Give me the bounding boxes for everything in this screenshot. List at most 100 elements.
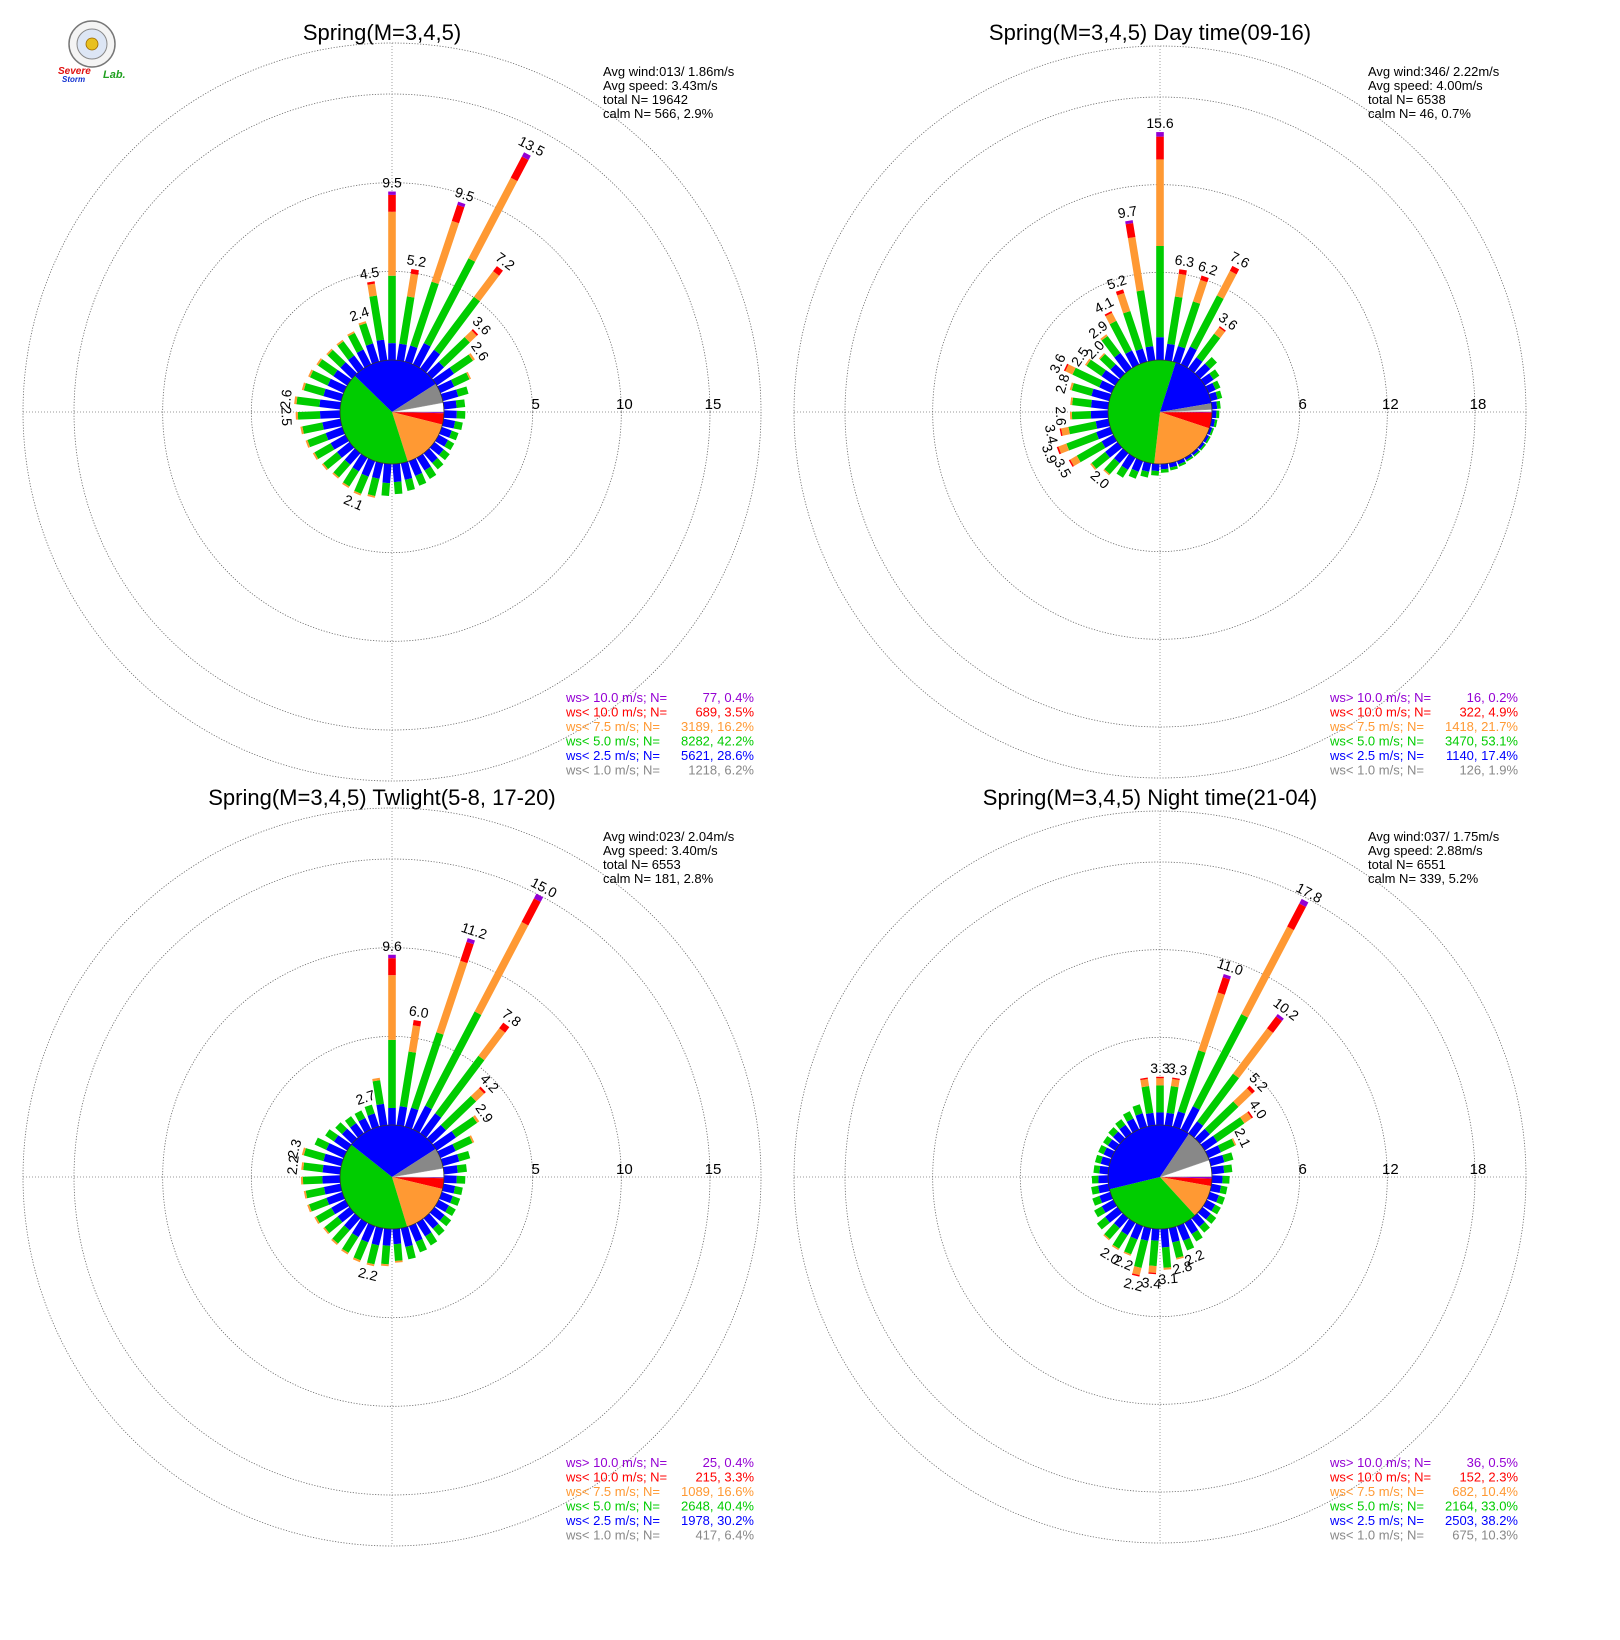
sector-bar xyxy=(1200,369,1220,386)
pie-slice-lt7-5 xyxy=(1154,412,1210,464)
stat-line: Avg wind:037/ 1.75m/s xyxy=(1368,829,1500,844)
sector-bar: 2.2 xyxy=(1122,1226,1152,1295)
bar-segment-lt5 xyxy=(1178,301,1201,349)
stat-line: Avg wind:023/ 2.04m/s xyxy=(603,829,735,844)
sector-bar xyxy=(1191,1213,1210,1233)
legend-value-lt2-5: 2503, 38.2% xyxy=(1445,1513,1518,1528)
sector-bar: 2.7 xyxy=(354,1087,380,1129)
legend-label-gt10: ws> 10.0 m/s; N= xyxy=(565,690,667,705)
bar-segment-lt2-5 xyxy=(319,410,341,419)
bar-segment-lt2-5 xyxy=(1160,463,1169,470)
sector-bar: 6.0 xyxy=(396,1002,430,1127)
bar-segment-lt7-5 xyxy=(406,273,419,298)
sector-bar xyxy=(1184,453,1194,462)
bar-segment-lt5 xyxy=(456,1175,466,1184)
sector-bar xyxy=(408,458,427,486)
bar-segment-lt5 xyxy=(1160,468,1169,473)
bar-segment-lt5 xyxy=(1213,419,1218,428)
bar-segment-lt2-5 xyxy=(1207,1191,1219,1203)
sector-bar xyxy=(442,1183,463,1196)
bar-segment-lt10 xyxy=(1063,363,1069,372)
bar-segment-lt10 xyxy=(460,941,474,964)
bar-segment-lt7-5 xyxy=(308,369,314,378)
bar-segment-lt5 xyxy=(1215,390,1223,400)
bar-segment-lt5 xyxy=(1066,432,1099,451)
bar-segment-lt2-5 xyxy=(1130,1223,1144,1240)
bar-segment-lt2-5 xyxy=(1114,352,1132,373)
sector-bar: 6.3 xyxy=(1164,251,1196,362)
bar-segment-lt5 xyxy=(1191,1230,1203,1242)
panel-title: Spring(M=3,4,5) Twlight(5-8, 17-20) xyxy=(208,785,555,810)
bar-segment-lt2-5 xyxy=(1096,426,1113,440)
bar-end-label: 2.4 xyxy=(347,303,371,324)
bar-segment-lt2-5 xyxy=(442,1183,456,1194)
legend-value-lt7-5: 3189, 16.2% xyxy=(681,719,754,734)
bar-segment-lt7-5 xyxy=(1098,352,1106,360)
bar-end-label: 6.3 xyxy=(1174,251,1196,270)
bar-segment-lt10 xyxy=(1246,1085,1255,1094)
pie-slice-lt2-5 xyxy=(1107,1125,1189,1190)
bar-segment-lt5 xyxy=(1109,320,1132,354)
bar-end-label: 2.1 xyxy=(341,491,365,513)
bar-segment-lt5 xyxy=(455,399,466,408)
bar-segment-lt5 xyxy=(335,1122,348,1135)
sector-bar: 9.5 xyxy=(404,184,477,364)
bar-segment-lt2-5 xyxy=(423,1213,439,1229)
bar-segment-lt2-5 xyxy=(1119,1124,1132,1138)
bar-segment-lt2-5 xyxy=(443,410,457,419)
bar-segment-lt7-5 xyxy=(341,1248,349,1255)
bar-segment-lt2-5 xyxy=(1197,1206,1211,1220)
bar-segment-lt7-5 xyxy=(468,353,475,361)
bar-end-label: 3.4 xyxy=(1141,1274,1162,1292)
bar-segment-lt7-5 xyxy=(431,220,460,284)
bar-segment-lt5 xyxy=(1204,357,1217,370)
bar-segment-lt2-5 xyxy=(1135,1113,1148,1129)
bar-segment-lt5 xyxy=(1136,290,1154,348)
bar-segment-lt2-5 xyxy=(1160,1228,1170,1248)
bar-segment-lt5 xyxy=(1128,468,1139,479)
sector-bar xyxy=(1092,1191,1113,1206)
bar-segment-lt5 xyxy=(439,1215,452,1227)
ring-label: 12 xyxy=(1382,1161,1399,1178)
sector-bar xyxy=(1205,380,1221,394)
legend-label-lt10: ws< 10.0 m/s; N= xyxy=(1329,1470,1431,1485)
bar-segment-lt10 xyxy=(471,329,479,336)
bar-end-label: 2.8 xyxy=(1052,372,1073,395)
bar-segment-lt7-5 xyxy=(353,490,362,496)
bar-segment-lt7-5 xyxy=(1070,455,1081,467)
sector-bar xyxy=(1115,1119,1132,1138)
bar-segment-lt7-5 xyxy=(301,1162,305,1171)
bar-segment-lt2-5 xyxy=(322,418,342,430)
legend-label-lt1: ws< 1.0 m/s; N= xyxy=(565,1528,660,1543)
bar-segment-lt7-5 xyxy=(300,1176,304,1185)
bar-segment-lt2-5 xyxy=(408,1223,423,1242)
bar-segment-lt2-5 xyxy=(1205,1145,1222,1159)
bar-segment-lt5 xyxy=(1071,410,1092,420)
sector-bar xyxy=(439,426,459,441)
bar-segment-lt5 xyxy=(342,1233,359,1253)
bar-end-label: 2.2 xyxy=(1182,1246,1206,1268)
sector-bar: 5.2 xyxy=(396,251,428,362)
bar-segment-lt5 xyxy=(1112,1231,1128,1249)
bar-segment-lt2-5 xyxy=(432,1131,456,1151)
bar-segment-lt10 xyxy=(1115,289,1125,296)
bar-segment-lt5 xyxy=(1167,296,1183,345)
sector-bar xyxy=(323,1206,355,1235)
bar-segment-lt5 xyxy=(1094,1154,1103,1164)
sector-bar: 9.5 xyxy=(382,175,402,360)
sector-bar xyxy=(1091,1183,1110,1195)
pie-slice-lt10 xyxy=(1160,412,1212,429)
bar-segment-lt2-5 xyxy=(331,1199,349,1215)
bar-segment-lt2-5 xyxy=(344,1213,361,1231)
sector-bar xyxy=(416,1218,438,1246)
bar-segment-lt7-5 xyxy=(1127,236,1145,292)
bar-segment-lt2-5 xyxy=(1141,461,1152,472)
bar-end-label: 4.5 xyxy=(359,264,381,283)
pie-slice-lt2-5 xyxy=(1160,362,1212,412)
ring-circle xyxy=(844,861,1476,1493)
bar-segment-lt10 xyxy=(499,1022,510,1033)
sector-bar: 15.6 xyxy=(1146,115,1174,360)
ring-circle xyxy=(1019,271,1301,553)
sector-bar xyxy=(443,1164,467,1175)
sector-bar xyxy=(1160,463,1169,473)
